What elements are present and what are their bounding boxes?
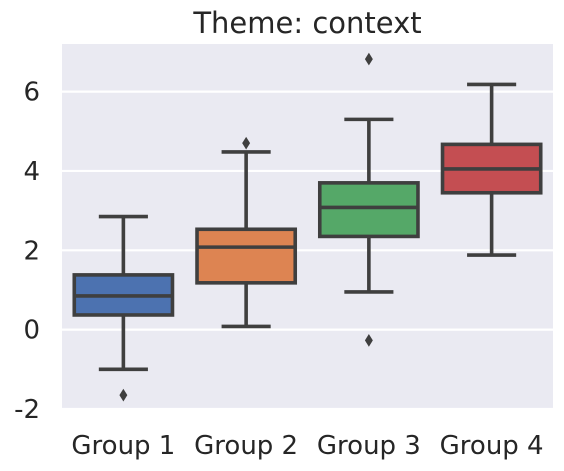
outlier-point [364,52,373,66]
box-iqr [195,227,298,285]
chart-title: Theme: context [192,6,421,40]
x-tick-label: Group 3 [317,431,421,461]
y-tick-label: -2 [14,395,40,425]
outlier-point [242,136,251,150]
box-series [72,52,543,402]
y-tick-label: 2 [23,236,40,266]
box-group [317,52,420,347]
outlier-point [364,334,373,347]
box-group [440,82,543,257]
x-axis-ticks: Group 1 Group 2 Group 3 Group 4 [71,431,543,461]
outlier-point [119,388,128,402]
box-iqr [317,181,420,239]
x-tick-label: Group 4 [440,431,544,461]
y-axis-ticks: -2 0 2 4 6 [14,78,40,425]
x-tick-label: Group 1 [71,431,175,461]
y-tick-label: 6 [23,78,40,108]
x-tick-label: Group 2 [194,431,298,461]
box-group [72,214,175,402]
box-group [195,136,298,329]
y-tick-label: 0 [23,316,40,346]
y-tick-label: 4 [23,157,40,187]
plot-background [62,44,553,409]
